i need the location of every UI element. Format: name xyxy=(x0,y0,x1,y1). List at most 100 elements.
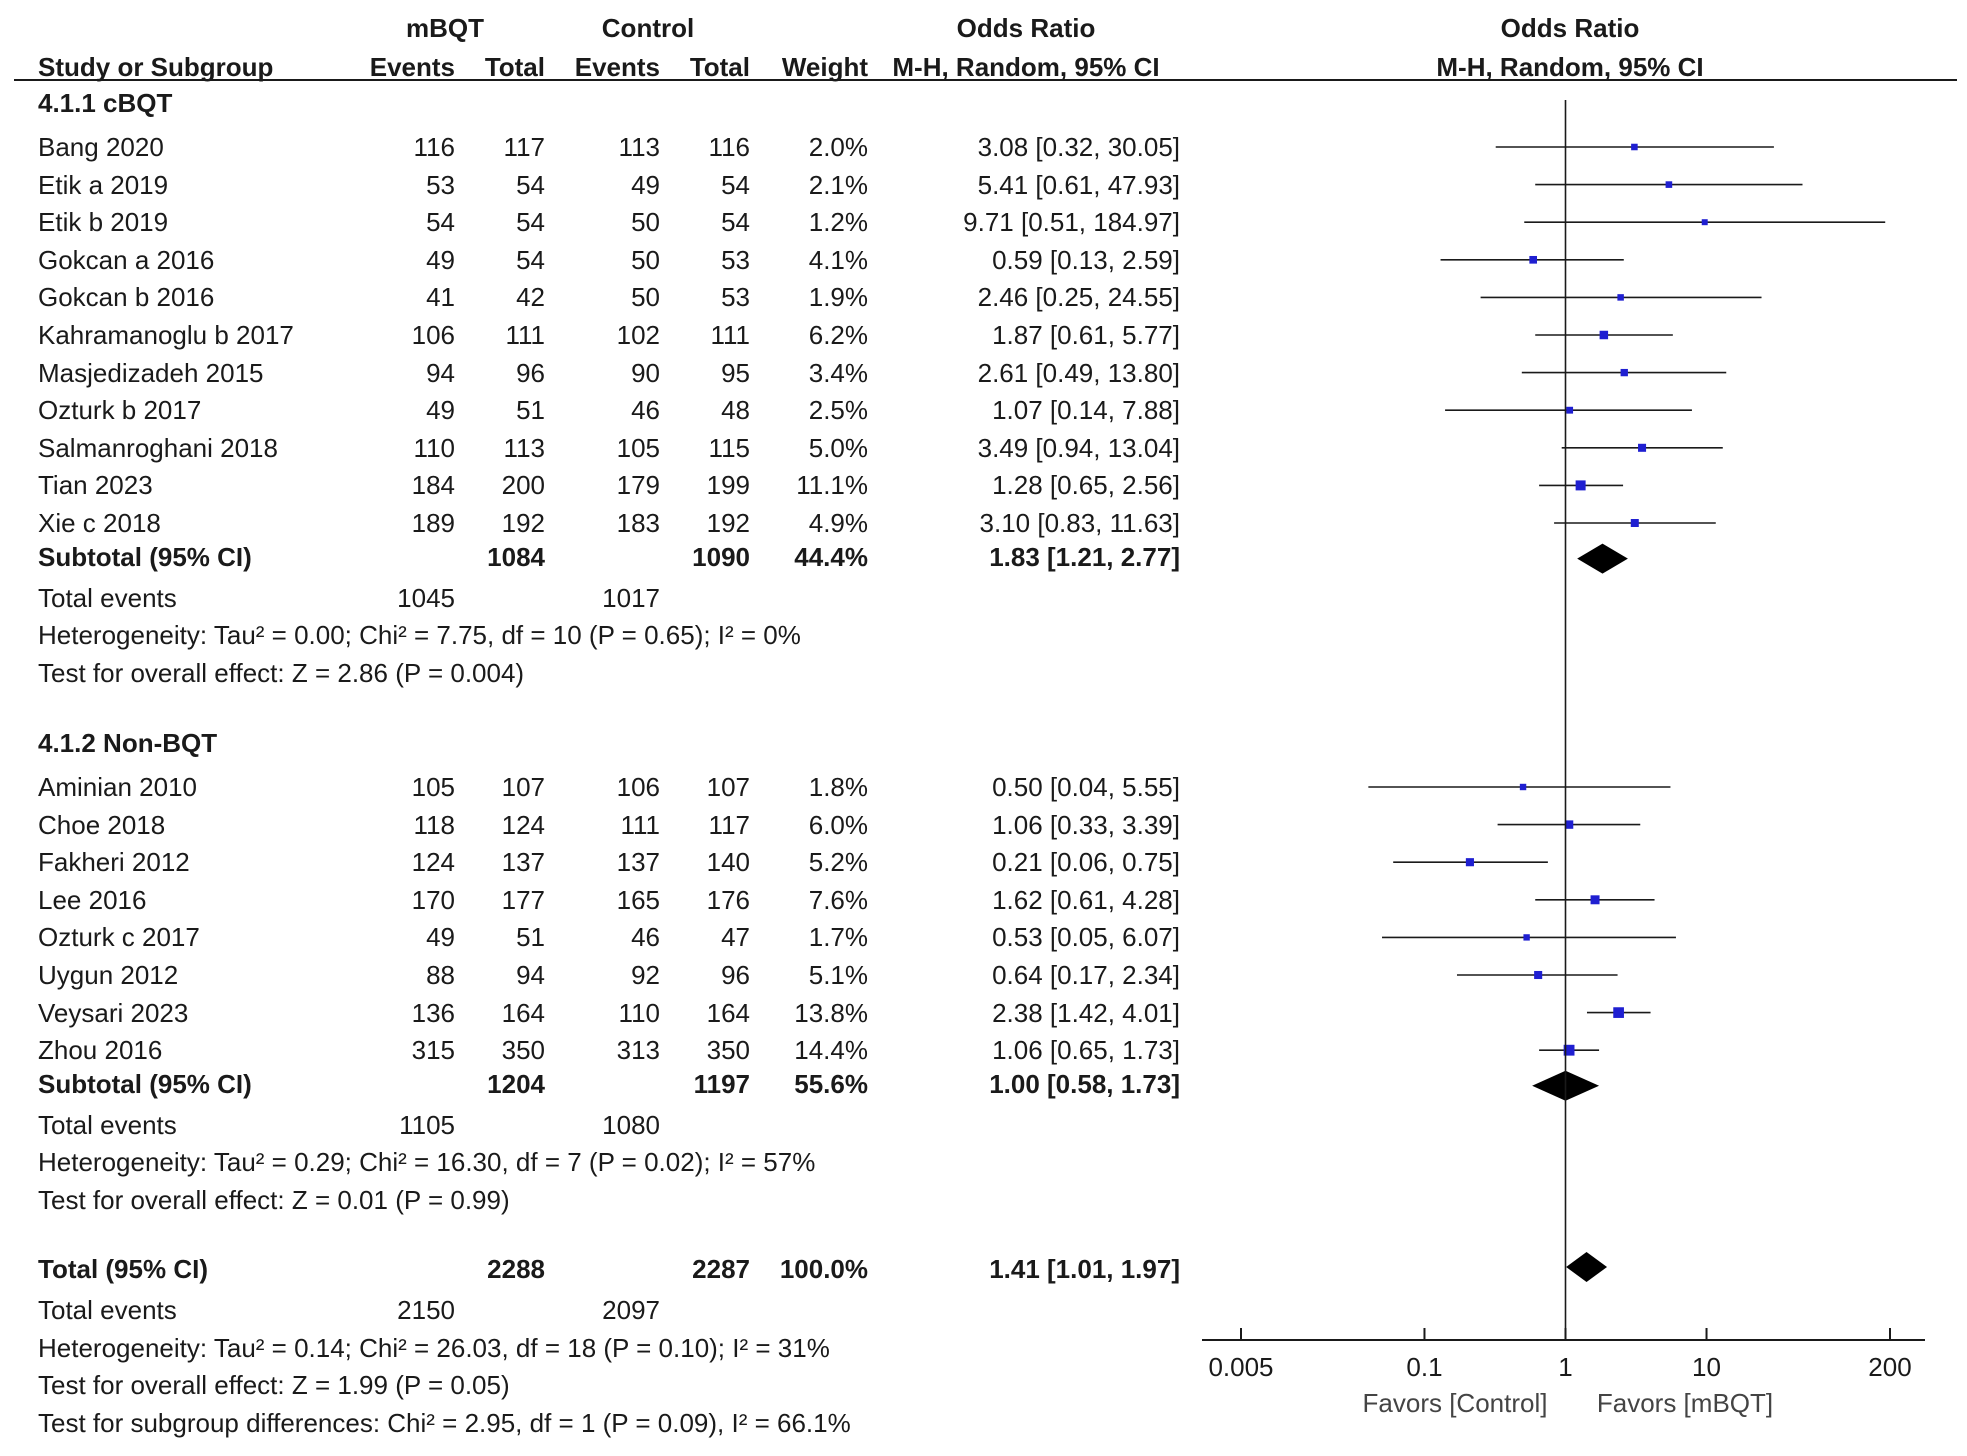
study-marker xyxy=(1529,255,1538,264)
study-ci: 9.71 [0.51, 184.97] xyxy=(963,207,1180,238)
total-mbqt: 113 xyxy=(503,432,545,463)
total-mbqt: 177 xyxy=(501,884,545,915)
total-events-mbqt: 1045 xyxy=(397,582,455,613)
study-ci: 0.59 [0.13, 2.59] xyxy=(992,244,1180,275)
total-overall-effect-text: Test for overall effect: Z = 1.99 (P = 0… xyxy=(38,1370,510,1401)
study-marker xyxy=(1620,368,1628,377)
header-study: Study or Subgroup xyxy=(38,52,274,82)
subtotal-total-control: 1090 xyxy=(692,541,750,572)
summary-diamond xyxy=(1577,543,1628,574)
total-events-label: Total events xyxy=(38,1109,177,1140)
study-name: Salmanroghani 2018 xyxy=(38,432,278,463)
study-weight: 7.6% xyxy=(808,884,868,915)
events-control: 46 xyxy=(631,395,660,426)
study-weight: 2.5% xyxy=(808,395,868,426)
events-control: 50 xyxy=(631,244,660,275)
header-events-mbqt: Events xyxy=(369,52,455,82)
subtotal-label: Subtotal (95% CI) xyxy=(38,541,252,572)
total-mbqt: 51 xyxy=(516,922,545,953)
study-ci: 5.41 [0.61, 47.93] xyxy=(977,169,1180,200)
study-marker xyxy=(1566,406,1574,414)
total-events-mbqt: 1105 xyxy=(399,1109,455,1140)
study-weight: 5.1% xyxy=(808,960,868,990)
total-mbqt: 137 xyxy=(501,847,545,878)
study-marker xyxy=(1613,1007,1624,1018)
study-marker xyxy=(1519,783,1527,791)
subgroup-differences-text: Test for subgroup differences: Chi² = 2.… xyxy=(38,1407,851,1438)
study-marker xyxy=(1590,895,1600,905)
study-ci: 1.28 [0.65, 2.56] xyxy=(992,470,1180,501)
events-mbqt: 53 xyxy=(426,169,455,200)
events-control: 50 xyxy=(631,282,660,313)
study-marker xyxy=(1534,970,1543,980)
grand-total-events-control: 2097 xyxy=(602,1295,660,1325)
study-marker xyxy=(1630,519,1639,527)
study-ci: 2.46 [0.25, 24.55] xyxy=(977,282,1180,313)
study-marker xyxy=(1575,480,1586,491)
study-ci: 1.06 [0.33, 3.39] xyxy=(992,809,1180,840)
total-mbqt: 94 xyxy=(516,960,545,990)
total-mbqt: 200 xyxy=(501,470,545,501)
study-marker xyxy=(1563,1044,1575,1056)
subtotal-label: Subtotal (95% CI) xyxy=(38,1068,252,1099)
study-ci: 3.08 [0.32, 30.05] xyxy=(977,132,1180,162)
study-name: Gokcan b 2016 xyxy=(38,282,215,313)
total-control: 54 xyxy=(721,207,750,238)
overall-effect-text: Test for overall effect: Z = 2.86 (P = 0… xyxy=(38,657,525,688)
subtotal-total-mbqt: 1084 xyxy=(487,541,545,572)
total-mbqt: 42 xyxy=(516,282,545,313)
events-mbqt: 136 xyxy=(411,997,455,1028)
events-mbqt: 49 xyxy=(426,395,455,426)
total-control: 116 xyxy=(708,132,750,162)
study-ci: 1.06 [0.65, 1.73] xyxy=(992,1035,1180,1066)
study-name: Zhou 2016 xyxy=(38,1035,163,1066)
events-mbqt: 54 xyxy=(426,207,455,238)
total-control: 95 xyxy=(721,357,750,388)
total-mbqt: 111 xyxy=(505,320,545,350)
header-weight: Weight xyxy=(781,52,868,82)
total-control: 47 xyxy=(721,922,750,953)
study-marker xyxy=(1617,294,1624,301)
study-weight: 6.0% xyxy=(808,809,868,840)
study-ci: 3.49 [0.94, 13.04] xyxy=(977,432,1180,463)
study-name: Lee 2016 xyxy=(38,884,147,915)
total-control: 192 xyxy=(706,508,750,538)
study-name: Ozturk c 2017 xyxy=(38,922,200,953)
events-mbqt: 105 xyxy=(411,772,455,802)
events-mbqt: 189 xyxy=(411,508,455,538)
events-control: 113 xyxy=(618,132,660,162)
events-control: 46 xyxy=(631,922,660,953)
study-name: Tian 2023 xyxy=(38,470,153,501)
study-marker xyxy=(1523,934,1530,941)
events-mbqt: 170 xyxy=(411,884,455,915)
study-marker xyxy=(1665,181,1673,188)
total-control: 48 xyxy=(721,395,750,426)
total-mbqt: 54 xyxy=(516,244,545,275)
subgroup-title: 4.1.2 Non-BQT xyxy=(38,728,218,758)
total-control: 53 xyxy=(721,244,750,275)
study-weight: 2.1% xyxy=(808,169,868,200)
total-events-label: Total events xyxy=(38,582,177,613)
events-control: 110 xyxy=(618,997,660,1028)
axis-tick-label: 1 xyxy=(1558,1352,1573,1382)
study-ci: 0.53 [0.05, 6.07] xyxy=(992,922,1180,953)
total-mbqt: 54 xyxy=(516,207,545,238)
header-method-plot: M-H, Random, 95% CI xyxy=(1436,52,1704,82)
study-ci: 2.61 [0.49, 13.80] xyxy=(977,357,1180,388)
events-mbqt: 315 xyxy=(411,1035,455,1066)
events-mbqt: 94 xyxy=(426,357,455,388)
total-control: 164 xyxy=(706,997,750,1028)
events-mbqt: 49 xyxy=(426,244,455,275)
grand-total-events-label: Total events xyxy=(38,1295,177,1325)
study-marker xyxy=(1465,858,1474,867)
study-name: Bang 2020 xyxy=(38,132,164,162)
total-heterogeneity-text: Heterogeneity: Tau² = 0.14; Chi² = 26.03… xyxy=(38,1332,830,1363)
total-label: Total (95% CI) xyxy=(38,1254,208,1284)
events-control: 137 xyxy=(616,847,660,878)
total-events-control: 1080 xyxy=(602,1109,660,1140)
header-odds-ratio-plot: Odds Ratio xyxy=(1500,13,1640,43)
total-mbqt: 51 xyxy=(516,395,545,426)
axis-tick-label: 0.005 xyxy=(1208,1352,1274,1382)
study-weight: 4.9% xyxy=(808,508,868,538)
study-weight: 1.2% xyxy=(808,207,868,238)
